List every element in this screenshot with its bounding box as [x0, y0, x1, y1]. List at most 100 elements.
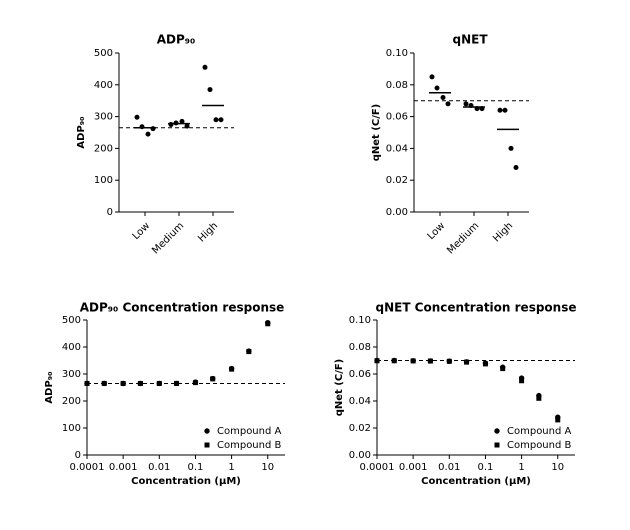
x-tick-label: 1	[518, 462, 524, 473]
data-point	[536, 395, 542, 401]
x-tick-label: High	[196, 220, 220, 244]
y-tick-label: 0	[75, 450, 81, 461]
x-tick-label: High	[491, 220, 515, 244]
data-point	[184, 123, 190, 129]
x-tick-label: 0.01	[148, 462, 170, 473]
chart-title: ADP₉₀ Concentration response	[80, 301, 285, 315]
data-point	[246, 349, 252, 355]
y-tick-label: 400	[94, 80, 113, 91]
data-point	[156, 380, 162, 386]
x-axis-label: Concentration (µM)	[131, 476, 241, 487]
x-tick-label: 0.01	[438, 462, 460, 473]
y-tick-label: 0.10	[386, 48, 408, 59]
y-tick-label: 0.06	[386, 112, 408, 123]
y-tick-label: 0.00	[349, 450, 371, 461]
data-point	[500, 366, 506, 372]
data-point	[497, 107, 503, 113]
x-axis-label: Concentration (µM)	[421, 476, 531, 487]
x-tick-label: 0.0001	[70, 462, 105, 473]
data-point	[207, 87, 213, 93]
data-point	[429, 74, 435, 80]
y-tick-label: 0.02	[349, 423, 371, 434]
data-point	[519, 378, 525, 384]
data-point	[139, 124, 145, 130]
data-point	[434, 85, 440, 91]
legend-label: Compound A	[507, 426, 572, 437]
y-tick-label: 300	[94, 112, 113, 123]
y-axis-label: ADP₉₀	[44, 371, 55, 403]
x-tick-label: 1	[228, 462, 234, 473]
data-point	[210, 376, 216, 382]
x-tick-label: 0.0001	[360, 462, 395, 473]
chart-title: ADP₉₀	[157, 33, 196, 47]
data-point	[427, 358, 433, 364]
y-tick-label: 0.10	[349, 315, 371, 326]
legend-label: Compound B	[217, 440, 282, 451]
data-point	[513, 164, 519, 170]
y-tick-label: 200	[62, 396, 81, 407]
data-point	[374, 358, 380, 364]
y-tick-label: 100	[62, 423, 81, 434]
data-point	[179, 118, 185, 124]
legend-label: Compound A	[217, 426, 282, 437]
legend-label: Compound B	[507, 440, 572, 451]
y-tick-label: 300	[62, 369, 81, 380]
y-tick-label: 0	[107, 207, 113, 218]
legend-marker	[494, 428, 500, 434]
y-tick-label: 400	[62, 342, 81, 353]
data-point	[134, 114, 140, 120]
legend-marker	[494, 442, 500, 448]
data-point	[192, 380, 198, 386]
data-point	[445, 101, 451, 107]
data-point	[440, 95, 446, 101]
data-point	[464, 359, 470, 365]
data-point	[174, 380, 180, 386]
legend-marker	[204, 442, 210, 448]
data-point	[202, 64, 208, 70]
data-point	[229, 366, 235, 372]
x-tick-label: 0.1	[477, 462, 493, 473]
y-tick-label: 200	[94, 143, 113, 154]
y-tick-label: 100	[94, 175, 113, 186]
chart-title: qNET	[452, 33, 488, 47]
x-tick-label: 0.001	[109, 462, 138, 473]
data-point	[410, 358, 416, 364]
data-point	[145, 131, 151, 137]
data-point	[265, 321, 271, 327]
y-axis-label: ADP₉₀	[76, 116, 87, 148]
y-tick-label: 0.04	[386, 143, 408, 154]
data-point	[84, 380, 90, 386]
x-tick-label: 0.001	[399, 462, 428, 473]
data-point	[463, 101, 469, 107]
x-tick-label: Low	[131, 220, 153, 242]
chart-title: qNET Concentration response	[375, 301, 576, 315]
data-point	[213, 117, 219, 123]
x-tick-label: 10	[551, 462, 564, 473]
data-point	[137, 380, 143, 386]
data-point	[482, 361, 488, 367]
data-point	[218, 117, 224, 123]
y-tick-label: 0.08	[386, 80, 408, 91]
data-point	[446, 358, 452, 364]
y-tick-label: 0.02	[386, 175, 408, 186]
y-axis-label: qNet (C/F)	[334, 359, 345, 417]
data-point	[150, 126, 156, 132]
y-tick-label: 500	[62, 315, 81, 326]
y-axis-label: qNet (C/F)	[371, 104, 382, 162]
data-point	[101, 380, 107, 386]
x-tick-label: 0.1	[187, 462, 203, 473]
x-tick-label: 10	[261, 462, 274, 473]
y-tick-label: 0.00	[386, 207, 408, 218]
y-tick-label: 0.06	[349, 369, 371, 380]
x-tick-label: Medium	[150, 220, 186, 256]
data-point	[502, 107, 508, 113]
y-tick-label: 0.08	[349, 342, 371, 353]
data-point	[508, 145, 514, 151]
data-point	[555, 417, 561, 423]
data-point	[168, 122, 174, 128]
y-tick-label: 0.04	[349, 396, 371, 407]
y-tick-label: 500	[94, 48, 113, 59]
x-tick-label: Low	[426, 220, 448, 242]
data-point	[120, 380, 126, 386]
